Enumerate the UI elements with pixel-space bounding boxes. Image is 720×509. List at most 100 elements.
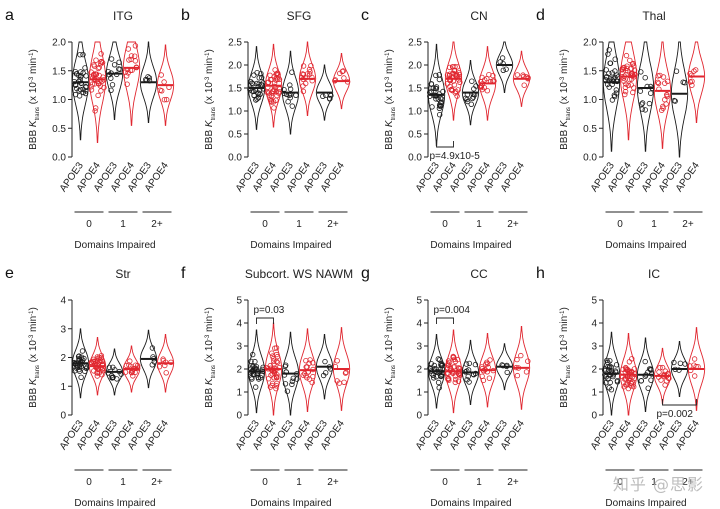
data-point (282, 381, 289, 387)
data-point (116, 66, 122, 72)
data-point (468, 101, 474, 107)
panel-letter: b (181, 7, 190, 24)
y-tick-label: 0.0 (408, 153, 422, 164)
panel-title: Str (115, 267, 130, 281)
group-label: 1 (296, 219, 302, 230)
data-point (435, 96, 442, 103)
data-point (466, 379, 472, 385)
data-point (472, 361, 479, 368)
group-label: 1 (296, 477, 302, 488)
data-point (72, 91, 79, 98)
data-point (80, 70, 86, 76)
data-point (656, 374, 662, 380)
data-point (259, 74, 265, 81)
data-point (437, 111, 443, 118)
y-tick-label: 1 (416, 388, 422, 399)
significance-bracket (256, 317, 274, 324)
group-label: 2+ (682, 219, 694, 230)
data-point (671, 359, 677, 366)
data-point (82, 65, 88, 71)
data-point (272, 67, 278, 73)
violin (687, 327, 706, 411)
violin (156, 334, 175, 393)
data-point (436, 76, 443, 83)
data-point (289, 378, 296, 384)
data-point (320, 93, 326, 99)
data-point (89, 81, 96, 87)
data-point (108, 75, 114, 81)
y-tick-label: 3 (236, 342, 242, 353)
violin (247, 329, 266, 414)
y-tick-label: 2.0 (52, 38, 66, 49)
violin (88, 41, 107, 144)
y-tick-label: 0.5 (583, 124, 597, 135)
panel-c: c CN 0.0 0.5 1.0 1.5 2.0 2.5 BBB Ktrans (x 10-3 … (361, 7, 531, 251)
data-point (132, 43, 139, 49)
data-point (452, 364, 458, 370)
data-point (484, 87, 490, 94)
panel-f: f Subcort. WS NAWM 0 1 2 3 4 5 BBB Ktrans (x 10-… (181, 265, 353, 509)
y-tick-label: 4 (591, 319, 597, 330)
p-value-label: p=0.03 (254, 305, 285, 316)
group-label: 0 (442, 477, 448, 488)
y-axis-label: BBB Ktrans (x 10-3 min-1) (384, 49, 397, 150)
data-point (95, 92, 101, 99)
data-point (116, 59, 122, 65)
violin (636, 41, 655, 152)
data-point (691, 356, 698, 362)
data-point (451, 356, 457, 363)
data-point (96, 64, 102, 71)
data-point (438, 99, 444, 105)
data-point (655, 79, 661, 85)
data-point (125, 46, 132, 52)
data-point (613, 362, 620, 368)
panel-b: b SFG 0.0 0.5 1.0 1.5 2.0 2.5 BBB Ktrans (x 10-3… (181, 7, 351, 251)
data-point (109, 374, 116, 380)
data-point (82, 368, 88, 374)
y-tick-label: 0.5 (52, 124, 66, 135)
data-point (602, 366, 608, 372)
data-point (126, 57, 132, 63)
data-point (254, 80, 260, 87)
data-point (432, 85, 439, 91)
group-label: 1 (120, 477, 126, 488)
data-point (609, 97, 616, 103)
data-point (613, 87, 619, 93)
x-axis-title: Domains Impaired (605, 240, 686, 251)
y-tick-label: 1.0 (228, 107, 242, 118)
violin (478, 46, 497, 121)
data-point (287, 86, 294, 92)
data-point (630, 60, 636, 67)
data-point (310, 373, 316, 380)
data-point (274, 359, 281, 366)
data-point (269, 76, 275, 83)
data-point (82, 90, 89, 97)
data-point (97, 83, 103, 89)
data-point (521, 82, 527, 88)
data-point (108, 56, 115, 62)
data-point (436, 102, 443, 108)
data-point (253, 364, 260, 370)
data-point (74, 71, 80, 77)
significance-bracket (436, 141, 454, 148)
y-tick-label: 0 (236, 411, 242, 422)
panel-title: CC (470, 267, 488, 281)
data-point (463, 361, 470, 367)
data-point (450, 70, 456, 76)
violin (653, 41, 672, 149)
data-point (503, 66, 509, 72)
data-point (621, 78, 627, 84)
data-point (254, 96, 260, 102)
data-point (660, 105, 666, 111)
x-axis-title: Domains Impaired (74, 498, 155, 509)
panel-letter: c (361, 7, 369, 24)
data-point (514, 356, 520, 363)
violin (512, 326, 531, 410)
data-point (433, 72, 439, 79)
data-point (642, 74, 648, 81)
violin (105, 41, 124, 121)
data-point (98, 88, 104, 94)
data-point (623, 52, 630, 59)
data-point (456, 71, 463, 78)
